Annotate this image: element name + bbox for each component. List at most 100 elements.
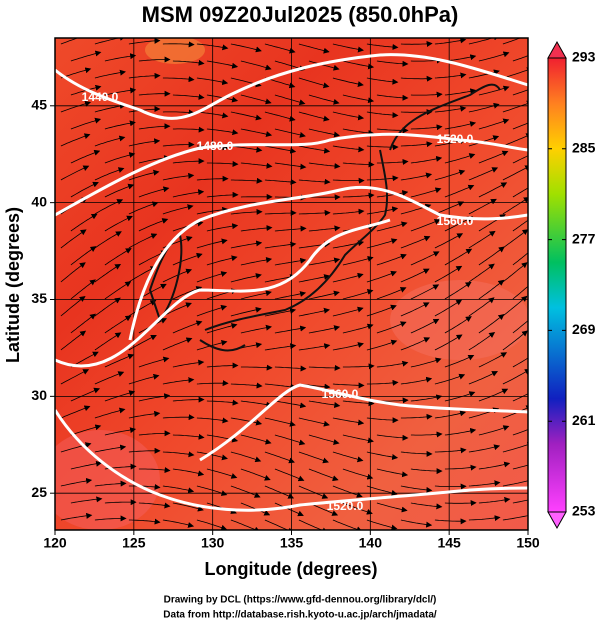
streamline [128, 266, 157, 283]
streamline [444, 464, 477, 471]
streamline [128, 38, 161, 45]
streamline [206, 323, 238, 334]
y-tick-label: 40 [31, 193, 47, 209]
streamline [366, 238, 398, 249]
streamline [230, 43, 262, 53]
streamline [298, 77, 330, 89]
streamline [298, 417, 330, 427]
x-tick-label: 125 [122, 535, 146, 551]
streamline [60, 512, 93, 521]
streamline [376, 190, 409, 198]
streamline [332, 382, 365, 389]
streamline [94, 167, 125, 181]
streamline [410, 284, 440, 300]
streamline [104, 53, 137, 62]
streamline [512, 155, 528, 164]
streamline [308, 257, 341, 266]
streamline [172, 468, 205, 477]
streamline [308, 400, 341, 408]
streamline [70, 117, 102, 130]
streamline [468, 167, 499, 181]
streamline [60, 442, 92, 453]
streamline [94, 407, 126, 419]
streamline [434, 265, 463, 283]
streamline [60, 165, 90, 181]
streamline [94, 103, 126, 113]
streamline [342, 255, 374, 266]
streamline [240, 434, 272, 445]
streamline [332, 177, 365, 184]
streamline [274, 257, 307, 266]
streamline [104, 183, 135, 198]
streamline [60, 296, 86, 317]
streamline [138, 90, 171, 97]
streamline [206, 255, 238, 266]
streamline [444, 391, 476, 402]
y-tick-label: 45 [31, 96, 47, 112]
streamline [478, 425, 510, 436]
streamline [230, 306, 262, 317]
streamline [264, 145, 297, 154]
streamline [196, 206, 229, 215]
streamline [444, 248, 473, 266]
streamline [230, 208, 263, 215]
streamline [434, 233, 464, 249]
streamline [104, 390, 136, 402]
streamline [410, 502, 443, 510]
streamline [264, 519, 294, 530]
streamline [60, 369, 90, 385]
streamline [128, 201, 159, 215]
streamline [298, 451, 329, 464]
streamline [298, 274, 331, 283]
streamline [478, 85, 510, 96]
streamline [410, 357, 442, 368]
streamline [104, 87, 137, 96]
streamline [434, 299, 463, 317]
streamline [264, 417, 296, 427]
streamline [230, 485, 261, 498]
streamline [138, 356, 170, 368]
streamline [400, 337, 431, 351]
contour-label: 1440.0 [82, 90, 119, 104]
streamline [478, 352, 508, 368]
streamline [70, 50, 102, 62]
streamline [366, 206, 399, 215]
streamline [366, 111, 399, 119]
streamline [434, 483, 467, 490]
streamline [410, 394, 443, 402]
streamline [162, 377, 195, 385]
streamline [240, 324, 272, 334]
streamline [468, 38, 500, 45]
streamline [196, 417, 229, 424]
streamline [70, 213, 98, 232]
y-axis-label: Latitude (degrees) [3, 207, 23, 363]
streamline [138, 186, 170, 198]
streamline [400, 235, 431, 249]
streamline [128, 410, 161, 419]
streamline [434, 201, 465, 215]
streamline [70, 246, 97, 266]
streamline [308, 468, 339, 482]
streamline [502, 133, 528, 147]
streamline [444, 500, 477, 507]
streamline [376, 287, 407, 300]
streamline [376, 360, 409, 368]
plot-area: 1440.0 1480.0 1520.0 1560.0 1560.0 1520.… [55, 38, 528, 530]
streamline [206, 191, 239, 198]
streamline [60, 133, 91, 147]
streamline [172, 252, 203, 266]
streamline [70, 424, 102, 436]
streamline [162, 268, 193, 283]
streamline [60, 477, 93, 487]
streamline [400, 172, 433, 181]
streamline [94, 297, 121, 317]
streamline [264, 209, 297, 216]
streamline [230, 382, 263, 389]
streamline [94, 69, 126, 79]
streamline [60, 262, 86, 283]
streamline [196, 175, 229, 182]
streamline [434, 334, 463, 351]
streamline [206, 160, 239, 167]
contour-label: 1480.0 [197, 139, 234, 153]
